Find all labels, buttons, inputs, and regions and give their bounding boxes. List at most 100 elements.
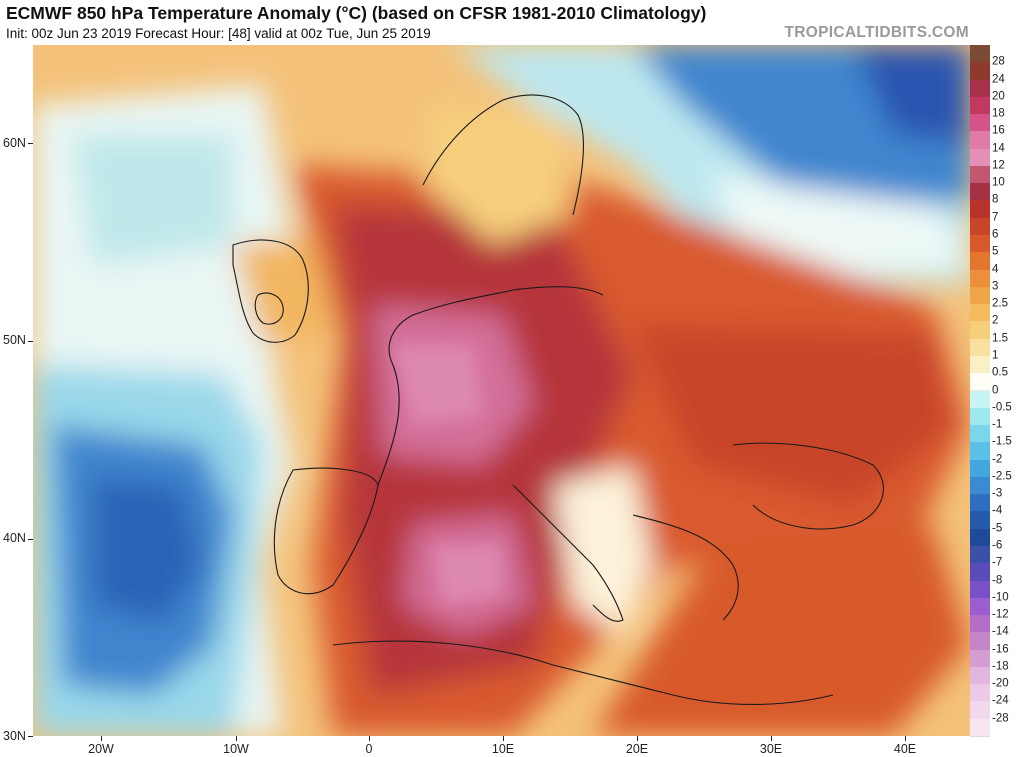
- chart-title: ECMWF 850 hPa Temperature Anomaly (°C) (…: [6, 3, 707, 23]
- lat-tick: [28, 539, 33, 540]
- colorbar-tick-label: 1.5: [992, 331, 1008, 344]
- colorbar-tick-label: 7: [992, 211, 999, 223]
- colorbar-color: [970, 200, 990, 219]
- colorbar-color: [970, 165, 990, 185]
- iberia-outline: [273, 467, 379, 595]
- lat-tick: [28, 143, 33, 144]
- anomaly-map: [33, 45, 970, 736]
- lon-tick: [905, 736, 906, 741]
- lat-label-40n: 40N: [3, 531, 26, 545]
- colorbar-tick-label: 1: [992, 349, 999, 362]
- colorbar-color: [970, 96, 990, 116]
- colorbar-tick-label: 5: [992, 245, 999, 258]
- colorbar-color: [970, 355, 990, 375]
- colorbar-color: [970, 217, 990, 237]
- colorbar-tick-label: 0: [992, 383, 999, 396]
- colorbar-tick-label: -18: [992, 660, 1009, 673]
- black-sea-outline: [732, 442, 884, 530]
- uk-outline: [232, 239, 309, 343]
- colorbar-color: [970, 684, 990, 703]
- colorbar-tick-label: -14: [992, 625, 1009, 638]
- north-africa-coast: [332, 640, 834, 706]
- colorbar-tick-label: -16: [992, 642, 1009, 655]
- colorbar-color: [970, 252, 990, 271]
- lon-label-30e: 30E: [759, 742, 783, 756]
- lat-label-30n: 30N: [3, 729, 26, 743]
- colorbar-tick-label: -12: [992, 608, 1009, 621]
- colorbar-color: [970, 425, 990, 444]
- colorbar-color: [970, 269, 990, 288]
- colorbar-tick-label: 16: [992, 124, 1005, 137]
- colorbar-tick-label: 28: [992, 55, 1005, 68]
- italy-outline: [512, 484, 624, 622]
- colorbar-tick-label: 2: [992, 314, 999, 327]
- colorbar-color: [970, 545, 990, 565]
- colorbar-tick-label: -7: [992, 556, 1003, 569]
- colorbar-color: [970, 632, 990, 651]
- colorbar-tick-label: -24: [992, 694, 1009, 707]
- colorbar-color: [970, 321, 990, 340]
- colorbar-tick-label: -1.5: [992, 435, 1012, 448]
- colorbar-color: [970, 459, 990, 478]
- colorbar-tick-label: 14: [992, 141, 1005, 154]
- greece-outline: [632, 514, 739, 621]
- lat-label-50n: 50N: [3, 333, 26, 347]
- colorbar-tick-label: 24: [992, 72, 1005, 85]
- colorbar-color: [970, 701, 990, 720]
- colorbar-tick-label: 3: [992, 280, 999, 293]
- france-coast: [377, 286, 604, 486]
- colorbar-tick-label: -10: [992, 591, 1009, 604]
- colorbar-tick-label: -20: [992, 677, 1009, 690]
- colorbar-color: [970, 649, 990, 668]
- scandinavia-coast: [422, 94, 584, 216]
- coastlines: [232, 94, 884, 706]
- lon-tick: [637, 736, 638, 741]
- colorbar-tick-label: -28: [992, 711, 1009, 724]
- lon-tick: [771, 736, 772, 741]
- colorbar-color: [970, 304, 990, 323]
- ireland-outline: [254, 292, 284, 325]
- lon-tick: [369, 736, 370, 741]
- colorbar-tick-label: 18: [992, 107, 1005, 120]
- colorbar-color: [970, 183, 990, 202]
- colorbar-color: [970, 338, 990, 357]
- colorbar-color: [970, 597, 990, 617]
- colorbar-color: [970, 62, 990, 81]
- colorbar-tick-label: 10: [992, 176, 1005, 189]
- brand-watermark[interactable]: TROPICALTIDBITS.COM: [784, 24, 969, 41]
- colorbar-color: [970, 442, 990, 461]
- colorbar-color: [970, 528, 990, 547]
- lon-label-0: 0: [365, 742, 373, 756]
- colorbar-color: [970, 131, 990, 150]
- colorbar-color: [970, 286, 990, 306]
- colorbar-color: [970, 511, 990, 530]
- colorbar-tick-label: 20: [992, 90, 1005, 103]
- colorbar-color: [970, 718, 990, 737]
- colorbar-tick-label: -1: [992, 418, 1003, 431]
- colorbar-color: [970, 114, 990, 133]
- colorbar-color: [970, 390, 990, 409]
- colorbar-tick-label: 12: [992, 159, 1005, 172]
- lat-tick: [28, 341, 33, 342]
- lon-label-10e: 10E: [491, 742, 515, 756]
- colorbar-color: [970, 407, 990, 427]
- lon-label-20e: 20E: [625, 742, 649, 756]
- colorbar-color: [970, 235, 990, 254]
- colorbar-tick-label: -4: [992, 504, 1003, 517]
- colorbar-color: [970, 373, 990, 392]
- colorbar-tick-label: 4: [992, 262, 999, 275]
- colorbar: 28 24 20 18 16 14 12 10 8 7 6 5 4 3 2.5 2 1.5 1 0.5 0 -0.5 -1…: [970, 45, 1024, 737]
- colorbar-color: [970, 148, 990, 167]
- lat-tick: [28, 736, 33, 737]
- colorbar-color: [970, 666, 990, 686]
- colorbar-tick-label: -6: [992, 539, 1003, 552]
- colorbar-tick-label: -2: [992, 452, 1003, 465]
- colorbar-color: [970, 563, 990, 582]
- map-canvas: [33, 45, 970, 736]
- colorbar-tick-label: -2.5: [992, 470, 1012, 483]
- colorbar-tick-label: -0.5: [992, 401, 1012, 414]
- colorbar-swatch: [970, 718, 1024, 737]
- colorbar-color: [970, 79, 990, 98]
- colorbar-tick-label: -8: [992, 573, 1003, 586]
- colorbar-tick-label: -3: [992, 487, 1003, 500]
